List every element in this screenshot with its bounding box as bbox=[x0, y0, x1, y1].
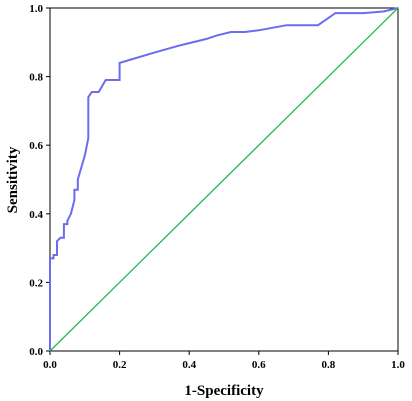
y-tick-label: 1.0 bbox=[29, 3, 43, 15]
roc-curve-line bbox=[49, 7, 399, 351]
y-axis-ticks: 0.0 0.2 0.4 0.6 0.8 1.0 bbox=[29, 3, 50, 358]
x-tick-label: 0.6 bbox=[252, 359, 266, 371]
y-tick-label: 0.6 bbox=[29, 140, 43, 152]
y-tick-label: 0.0 bbox=[29, 346, 43, 358]
x-tick-label: 0.0 bbox=[43, 359, 57, 371]
x-axis-title: 1-Specificity bbox=[184, 383, 264, 399]
x-tick-label: 0.4 bbox=[182, 359, 196, 371]
x-tick-label: 0.2 bbox=[113, 359, 127, 371]
y-tick-label: 0.4 bbox=[29, 209, 43, 221]
x-tick-label: 1.0 bbox=[391, 359, 405, 371]
y-tick-label: 0.2 bbox=[29, 277, 43, 289]
y-tick-label: 0.8 bbox=[29, 72, 43, 84]
x-tick-label: 0.8 bbox=[322, 359, 336, 371]
y-axis-title: Sensitivity bbox=[5, 146, 21, 213]
plot-frame bbox=[49, 7, 399, 352]
series-layer bbox=[49, 7, 399, 352]
x-axis-ticks: 0.0 0.2 0.4 0.6 0.8 1.0 bbox=[43, 351, 405, 371]
reference-diagonal-line bbox=[49, 7, 399, 352]
